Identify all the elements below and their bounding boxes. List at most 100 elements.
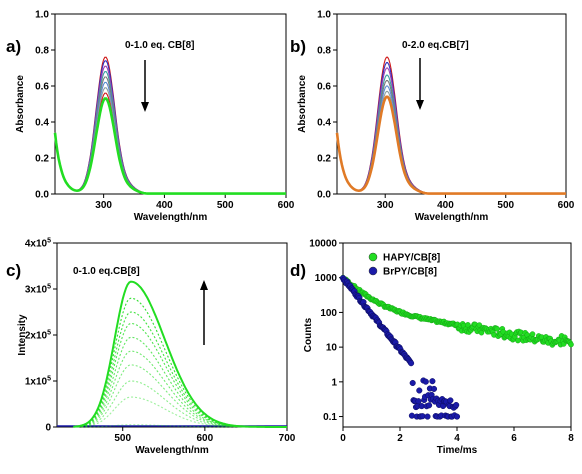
- arrow-head: [416, 100, 424, 110]
- legend-marker: [368, 266, 378, 276]
- y-tick-label: 10000: [309, 239, 337, 250]
- emission-series-line: [73, 396, 287, 428]
- brpy-data-point: [453, 401, 460, 409]
- y-tick-label: 1.0: [317, 10, 331, 21]
- legend: HAPY/CB[8] BrPY/CB[8]: [368, 252, 440, 278]
- y-tick-exponent: 5: [47, 376, 51, 383]
- x-tick-label: 8: [568, 433, 574, 444]
- absorbance-series-line: [336, 74, 566, 195]
- y-tick-label: 0.4: [317, 118, 331, 129]
- arrow-head: [141, 102, 149, 112]
- y-tick-label: 3x105: [25, 284, 51, 296]
- absorbance-series-line: [336, 90, 566, 195]
- y-tick-label: 0.8: [317, 46, 331, 57]
- x-tick-label: 300: [95, 200, 112, 211]
- x-tick-label: 4: [454, 433, 460, 444]
- brpy-data-point: [408, 412, 415, 419]
- y-axis-label: Intensity: [17, 314, 28, 356]
- panel-b-chart: 300 400 500 600 0.0 0.2 0.4 0.6 0.8 1.0 Wavelength…: [290, 10, 575, 224]
- y-axis-label: Counts: [303, 317, 314, 352]
- y-tick-exponent: 5: [47, 330, 51, 337]
- hapy-data-point: [568, 341, 574, 348]
- x-axis-label: Wavelength/nm: [415, 212, 489, 223]
- absorbance-series-line: [54, 71, 286, 195]
- legend-entry: BrPY/CB[8]: [383, 267, 437, 278]
- y-tick-label: 0.1: [323, 412, 337, 423]
- brpy-data-point: [447, 397, 454, 404]
- y-tick-label: 0.6: [317, 82, 331, 93]
- x-tick-label: 2: [397, 433, 403, 444]
- legend-marker: [368, 252, 378, 262]
- panel-label: c): [6, 261, 21, 280]
- y-tick-label: 1000: [315, 273, 338, 284]
- absorbance-series-line: [336, 67, 566, 195]
- x-axis-label: Wavelength/nm: [135, 445, 209, 456]
- brpy-data-point: [430, 385, 438, 392]
- y-tick-label: 4x105: [25, 238, 51, 250]
- brpy-data-point: [426, 402, 433, 409]
- panel-label: a): [6, 37, 21, 56]
- y-tick-label: 1: [331, 377, 337, 388]
- x-tick-label: 0: [340, 433, 346, 444]
- emission-series-line: [73, 350, 287, 428]
- absorbance-series-line: [336, 80, 566, 195]
- brpy-data-point: [429, 378, 436, 385]
- x-tick-label: 300: [377, 200, 394, 211]
- absorbance-series-line: [54, 87, 286, 195]
- x-axis-label: Time/ms: [437, 445, 478, 456]
- legend-entry: HAPY/CB[8]: [383, 253, 440, 264]
- x-tick-label: 600: [278, 200, 295, 211]
- emission-series-line: [73, 311, 287, 428]
- x-tick-label: 6: [511, 433, 517, 444]
- x-tick-label: 500: [114, 433, 131, 444]
- x-tick-label: 400: [156, 200, 173, 211]
- brpy-data-point: [424, 413, 431, 420]
- x-tick-label: 700: [279, 433, 296, 444]
- panel-d-chart: 0 2 4 6 8 0.1 1 10 100 1000 10000 Time/ms Counts d) HA…: [290, 239, 574, 457]
- x-axis-label: Wavelength/nm: [134, 212, 208, 223]
- y-tick-label: 100: [320, 308, 337, 319]
- absorbance-series-line: [336, 85, 566, 195]
- y-tick-label: 0.0: [317, 190, 331, 201]
- y-tick-label: 10: [326, 343, 338, 354]
- y-tick-label: 0.2: [317, 154, 331, 165]
- brpy-data-point: [416, 387, 423, 394]
- absorbance-series-line: [335, 95, 566, 195]
- y-tick-label: 0.6: [35, 82, 49, 93]
- x-tick-label: 500: [497, 200, 514, 211]
- brpy-data-point: [409, 379, 416, 387]
- panel-label: d): [290, 261, 306, 280]
- y-tick-exponent: 5: [47, 238, 51, 245]
- y-tick-exponent: 5: [47, 284, 51, 291]
- y-tick-label: 0.4: [35, 118, 49, 129]
- absorbance-series-line: [54, 76, 286, 195]
- emission-series-line: [73, 336, 287, 428]
- hapy-data-point: [529, 331, 536, 337]
- titration-annotation: 0-1.0 eq.CB[8]: [73, 266, 140, 277]
- titration-annotation: 0-1.0 eq. CB[8]: [125, 40, 194, 51]
- brpy-data-point: [415, 398, 422, 405]
- y-tick-label: 2x105: [25, 330, 51, 342]
- arrow-head: [200, 280, 208, 290]
- brpy-data-point: [422, 378, 429, 385]
- y-tick-label: 0.0: [35, 190, 49, 201]
- series-hapy-points: [340, 274, 574, 348]
- titration-annotation: 0-2.0 eq.CB[7]: [402, 40, 469, 51]
- absorbance-series-line: [54, 92, 286, 195]
- absorbance-series-line: [54, 81, 286, 195]
- y-axis-label: Absorbance: [297, 75, 308, 133]
- y-tick-label: 1.0: [35, 10, 49, 21]
- series-brpy-points: [339, 275, 461, 420]
- absorbance-series-line: [53, 97, 286, 195]
- emission-series-line: [73, 297, 287, 428]
- emission-series-line: [73, 364, 287, 428]
- panel-a-chart: 300 400 500 600 0.0 0.2 0.4 0.6 0.8 1.0 Wavelength…: [6, 10, 295, 224]
- x-tick-label: 500: [217, 200, 234, 211]
- y-tick-label: 0.8: [35, 46, 49, 57]
- y-tick-label: 0: [45, 423, 51, 434]
- y-tick-label: 0.2: [35, 154, 49, 165]
- y-tick-label: 1x105: [25, 376, 51, 388]
- panel-label: b): [290, 37, 306, 56]
- brpy-data-point: [453, 413, 461, 420]
